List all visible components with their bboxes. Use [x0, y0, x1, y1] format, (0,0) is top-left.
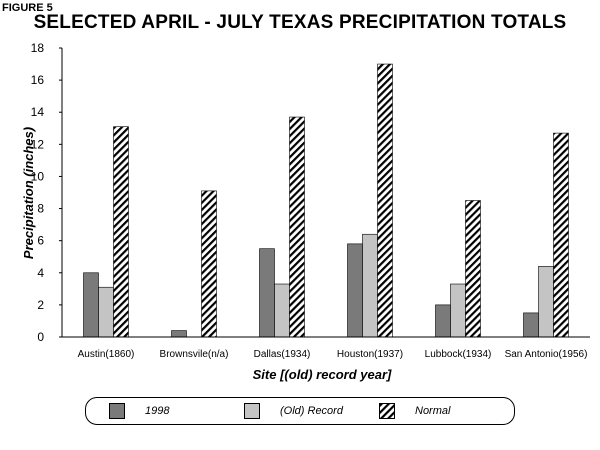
bar-old-record-5	[538, 266, 554, 338]
bar-1998-4	[435, 304, 451, 338]
bar-normal-3	[377, 63, 393, 338]
legend-swatch-normal	[379, 403, 395, 419]
bar-1998-0	[83, 272, 99, 338]
bar-old-record-4	[450, 283, 466, 338]
bar-old-record-2	[274, 283, 290, 338]
bar-1998-3	[347, 243, 363, 338]
bar-1998-2	[259, 248, 275, 338]
y-tick-label: 14	[31, 105, 45, 119]
bar-old-record-3	[362, 233, 378, 338]
x-axis-label: Site [(old) record year]	[253, 367, 392, 382]
legend-swatch-record	[244, 403, 260, 419]
legend-label-normal: Normal	[415, 405, 451, 417]
legend-item-normal: Normal	[379, 403, 450, 419]
y-tick-label: 16	[31, 73, 45, 87]
bar-normal-0	[113, 126, 129, 338]
y-tick-label: 2	[37, 298, 44, 312]
x-tick-label: Lubbock(1934)	[425, 349, 492, 360]
legend: 1998 (Old) Record Normal	[85, 397, 515, 425]
legend-label-1998: 1998	[145, 405, 170, 417]
chart-title: SELECTED APRIL - JULY TEXAS PRECIPITATIO…	[33, 12, 567, 33]
legend-swatch-1998	[109, 403, 125, 419]
y-tick-label: 12	[31, 137, 45, 151]
bar-normal-1	[201, 190, 217, 338]
y-tick-label: 4	[37, 266, 44, 280]
y-tick-label: 10	[31, 169, 45, 183]
x-tick-label: Austin(1860)	[78, 349, 135, 360]
y-tick-label: 8	[37, 202, 44, 216]
bar-1998-5	[523, 312, 539, 338]
bar-old-record-0	[98, 286, 114, 338]
x-tick-label: Dallas(1934)	[254, 349, 311, 360]
figure-label: FIGURE 5	[2, 2, 53, 14]
bar-normal-5	[553, 132, 569, 338]
y-tick-label: 0	[37, 330, 44, 344]
legend-item-1998: 1998	[109, 403, 169, 419]
bar-1998-1	[171, 330, 187, 338]
legend-label-record: (Old) Record	[280, 405, 343, 417]
y-tick-label: 6	[37, 234, 44, 248]
x-tick-label: San Antonio(1956)	[505, 349, 588, 360]
x-tick-label: Brownsvile(n/a)	[160, 349, 229, 360]
y-axis-label: Precipitation (inches)	[21, 127, 36, 259]
y-tick-label: 18	[31, 41, 45, 55]
legend-item-record: (Old) Record	[244, 403, 343, 419]
bar-normal-4	[465, 200, 481, 338]
bar-normal-2	[289, 116, 305, 338]
x-tick-label: Houston(1937)	[337, 349, 403, 360]
